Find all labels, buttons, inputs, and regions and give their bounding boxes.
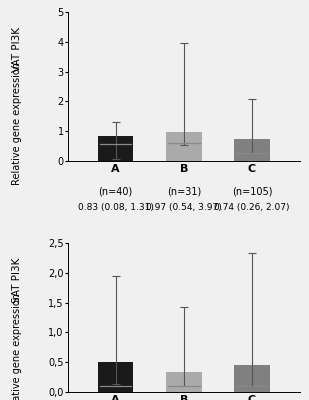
Bar bbox=[98, 362, 133, 392]
Text: 0.83 (0.08, 1.31): 0.83 (0.08, 1.31) bbox=[78, 203, 154, 212]
Text: (n=40): (n=40) bbox=[99, 186, 133, 196]
Bar bbox=[234, 139, 270, 161]
Bar bbox=[98, 136, 133, 161]
Bar bbox=[166, 372, 201, 392]
Text: 0.97 (0.54, 3.97): 0.97 (0.54, 3.97) bbox=[146, 203, 222, 212]
Text: (n=105): (n=105) bbox=[232, 186, 272, 196]
Bar bbox=[234, 364, 270, 392]
Text: (n=31): (n=31) bbox=[167, 186, 201, 196]
Text: 0.74 (0.26, 2.07): 0.74 (0.26, 2.07) bbox=[214, 203, 290, 212]
Text: Relative gene expression: Relative gene expression bbox=[12, 293, 22, 400]
Bar bbox=[166, 132, 201, 161]
Text: Relative gene expression: Relative gene expression bbox=[12, 62, 22, 185]
Text: VAT PI3K: VAT PI3K bbox=[12, 27, 22, 72]
Text: SAT PI3K: SAT PI3K bbox=[12, 258, 22, 303]
